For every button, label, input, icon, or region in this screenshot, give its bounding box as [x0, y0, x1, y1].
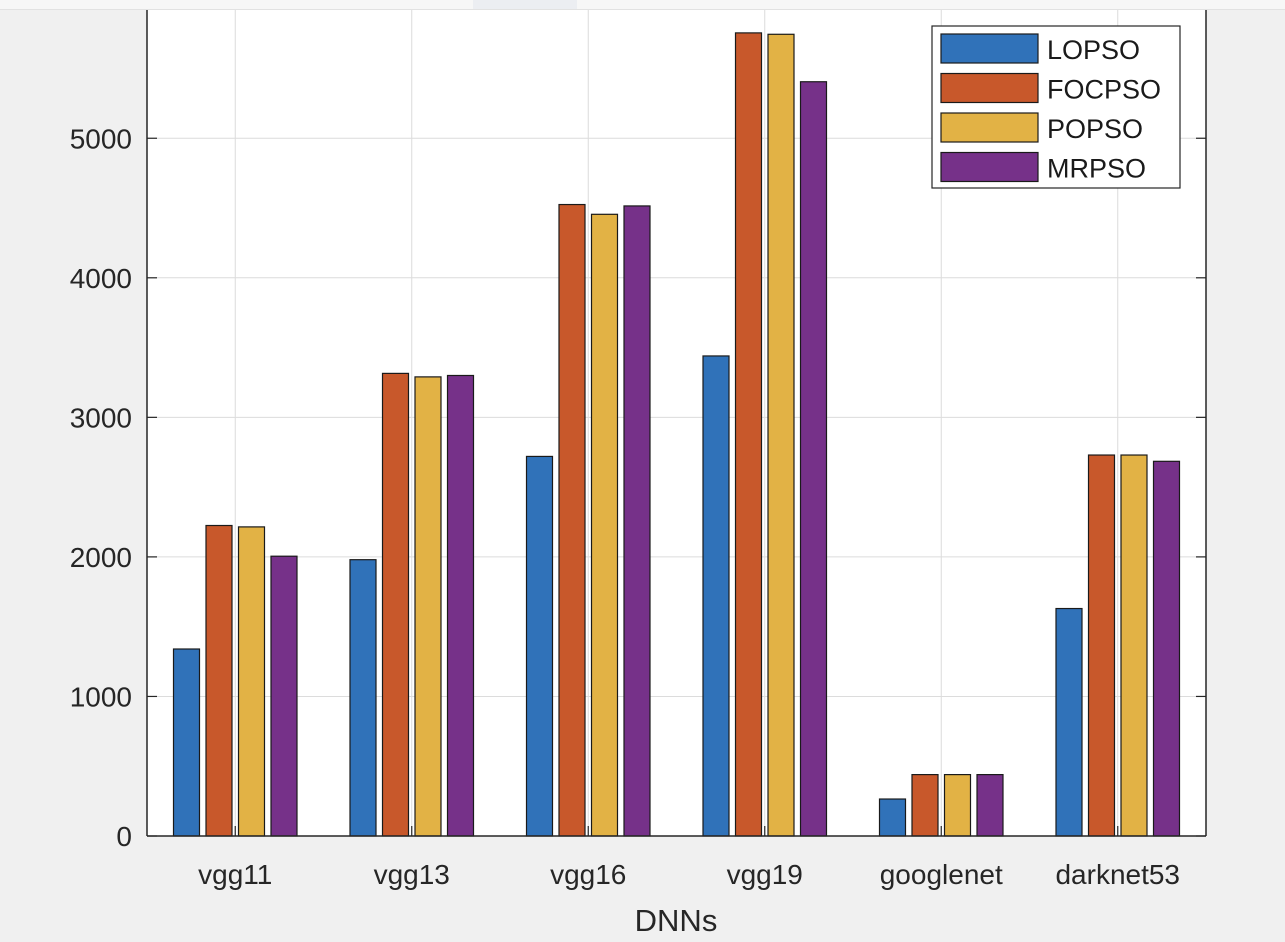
bar-focpso-darknet53[interactable] [1087, 454, 1116, 837]
figure-toolbar-strip [0, 0, 1285, 10]
legend-label-popso: POPSO [1047, 114, 1143, 144]
bar-popso-googlenet[interactable] [943, 773, 972, 837]
bar-focpso-vgg16[interactable] [558, 203, 586, 837]
x-tick-label: vgg13 [374, 859, 450, 890]
bar-popso-vgg11[interactable] [237, 526, 266, 837]
y-tick-label: 1000 [70, 681, 132, 712]
bar-focpso-googlenet[interactable] [911, 773, 939, 837]
legend-label-focpso: FOCPSO [1047, 75, 1161, 105]
bar-mrpso-googlenet[interactable] [976, 773, 1004, 837]
legend[interactable]: LOPSO FOCPSO POPSO MRPSO [931, 25, 1181, 189]
y-ticks: 0 1000 2000 3000 4000 5000 6000 [70, 0, 1206, 852]
bar-popso-vgg16[interactable] [590, 213, 619, 837]
bar-popso-vgg13[interactable] [414, 376, 442, 837]
bar-lopso-vgg11[interactable] [172, 648, 201, 837]
bar-lopso-vgg13[interactable] [349, 559, 377, 837]
bar-mrpso-darknet53[interactable] [1152, 460, 1181, 837]
x-ticks: vgg11 vgg13 vgg16 vgg19 googlenet darknet53 [198, 826, 1180, 890]
y-tick-label: 6000 [70, 0, 132, 15]
bar-lopso-vgg19[interactable] [702, 355, 730, 837]
x-tick-label: darknet53 [1055, 859, 1180, 890]
y-tick-label: 0 [116, 821, 132, 852]
toolbar-tab[interactable] [473, 0, 577, 9]
bar-mrpso-vgg11[interactable] [270, 555, 298, 837]
y-tick-label: 3000 [70, 402, 132, 433]
bar-lopso-vgg16[interactable] [525, 455, 554, 837]
y-tick-label: 4000 [70, 263, 132, 294]
bar-mrpso-vgg13[interactable] [446, 374, 475, 837]
legend-swatch-popso [940, 112, 1039, 143]
x-axis-label: DNNs [635, 903, 718, 938]
bar-focpso-vgg13[interactable] [381, 372, 410, 837]
bar-mrpso-vgg19[interactable] [799, 81, 828, 837]
legend-label-lopso: LOPSO [1047, 35, 1140, 65]
bars [172, 32, 1181, 837]
bar-mrpso-vgg16[interactable] [623, 205, 651, 837]
x-tick-label: vgg19 [727, 859, 803, 890]
bar-lopso-darknet53[interactable] [1055, 607, 1083, 837]
bar-lopso-googlenet[interactable] [878, 798, 907, 837]
legend-swatch-focpso [940, 72, 1039, 104]
legend-swatch-mrpso [940, 151, 1039, 183]
x-tick-label: vgg16 [550, 859, 626, 890]
legend-label-mrpso: MRPSO [1047, 154, 1146, 184]
legend-swatch-lopso [940, 33, 1039, 64]
bar-popso-vgg19[interactable] [767, 33, 795, 837]
x-tick-label: vgg11 [198, 859, 272, 890]
bar-focpso-vgg19[interactable] [734, 32, 763, 837]
bar-focpso-vgg11[interactable] [205, 524, 233, 837]
y-tick-label: 2000 [70, 542, 132, 573]
y-tick-label: 5000 [70, 123, 132, 154]
bar-popso-darknet53[interactable] [1120, 454, 1148, 837]
x-tick-label: googlenet [880, 859, 1003, 890]
